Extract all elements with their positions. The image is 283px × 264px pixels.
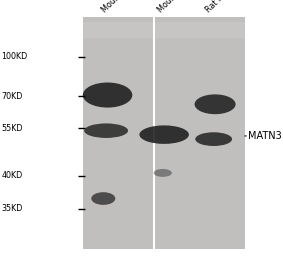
- Text: Mouse liver: Mouse liver: [100, 0, 139, 15]
- Ellipse shape: [153, 169, 172, 177]
- Bar: [83, 22, 245, 38]
- Text: Mouse brain: Mouse brain: [156, 0, 198, 15]
- Ellipse shape: [195, 94, 236, 114]
- Ellipse shape: [83, 82, 132, 108]
- Ellipse shape: [84, 124, 128, 138]
- Text: 70KD: 70KD: [1, 92, 23, 101]
- Text: Rat liver: Rat liver: [205, 0, 235, 15]
- Bar: [83, 17, 245, 249]
- Ellipse shape: [91, 192, 115, 205]
- Text: 100KD: 100KD: [1, 52, 28, 61]
- Text: 35KD: 35KD: [1, 204, 23, 213]
- Text: 40KD: 40KD: [1, 171, 23, 180]
- Text: MATN3: MATN3: [248, 131, 281, 141]
- Ellipse shape: [195, 132, 232, 146]
- Text: 55KD: 55KD: [1, 124, 23, 133]
- Ellipse shape: [139, 125, 189, 144]
